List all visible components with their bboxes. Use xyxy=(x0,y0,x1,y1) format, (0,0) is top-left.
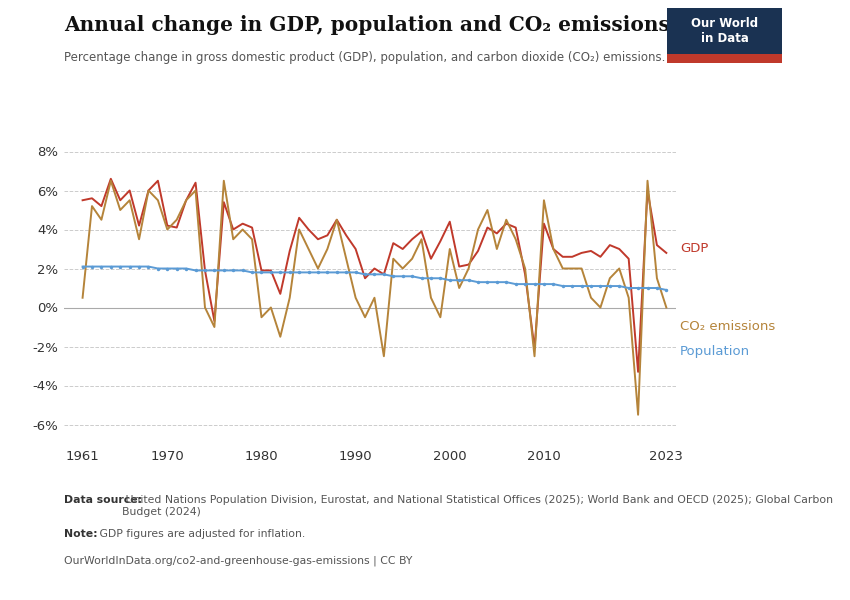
Text: OurWorldInData.org/co2-and-greenhouse-gas-emissions | CC BY: OurWorldInData.org/co2-and-greenhouse-ga… xyxy=(64,555,412,565)
Text: in Data: in Data xyxy=(700,32,749,45)
Text: Population: Population xyxy=(680,344,750,358)
Text: Note:: Note: xyxy=(64,529,98,539)
Text: GDP: GDP xyxy=(680,242,708,256)
Text: GDP figures are adjusted for inflation.: GDP figures are adjusted for inflation. xyxy=(96,529,305,539)
Text: Data source:: Data source: xyxy=(64,495,142,505)
Text: Percentage change in gross domestic product (GDP), population, and carbon dioxid: Percentage change in gross domestic prod… xyxy=(64,51,665,64)
Text: CO₂ emissions: CO₂ emissions xyxy=(680,320,775,334)
Text: Our World: Our World xyxy=(691,17,758,30)
Text: Annual change in GDP, population and CO₂ emissions, World: Annual change in GDP, population and CO₂… xyxy=(64,15,751,35)
Text: United Nations Population Division, Eurostat, and National Statistical Offices (: United Nations Population Division, Euro… xyxy=(122,495,832,517)
